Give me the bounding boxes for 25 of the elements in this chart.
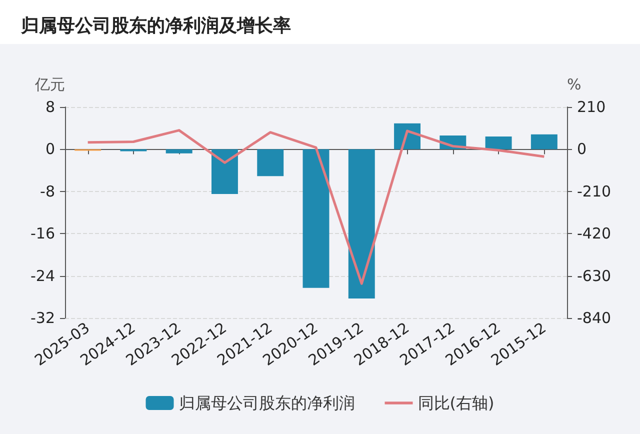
bar (485, 136, 512, 150)
bar (348, 149, 375, 298)
legend-label: 同比(右轴) (418, 394, 494, 412)
y2-tick-label: 210 (577, 98, 606, 116)
y-tick-label: -24 (30, 266, 55, 285)
line-series (86, 129, 546, 285)
bar (166, 149, 192, 154)
y2-tick-label: -840 (577, 309, 612, 327)
y-tick-label: -16 (30, 224, 55, 243)
y-tick-label: -32 (30, 309, 55, 327)
y2-tick-label: -420 (577, 224, 612, 243)
bar (211, 149, 238, 194)
chart-title: 归属母公司股东的净利润及增长率 (20, 16, 291, 36)
y2-tick-label: -210 (577, 182, 612, 200)
bar (257, 149, 284, 176)
y-tick-label: 8 (45, 98, 55, 116)
bar (302, 149, 330, 288)
y2-tick-label: -630 (577, 266, 612, 285)
y2-axis-title: % (567, 76, 582, 94)
y2-tick-label: 0 (577, 140, 587, 158)
bar (530, 134, 558, 150)
y-tick-label: 0 (45, 140, 55, 158)
legend-label: 归属母公司股东的净利润 (178, 394, 355, 412)
y-tick-label: -8 (40, 182, 55, 200)
y-axis-title: 亿元 (34, 76, 65, 94)
